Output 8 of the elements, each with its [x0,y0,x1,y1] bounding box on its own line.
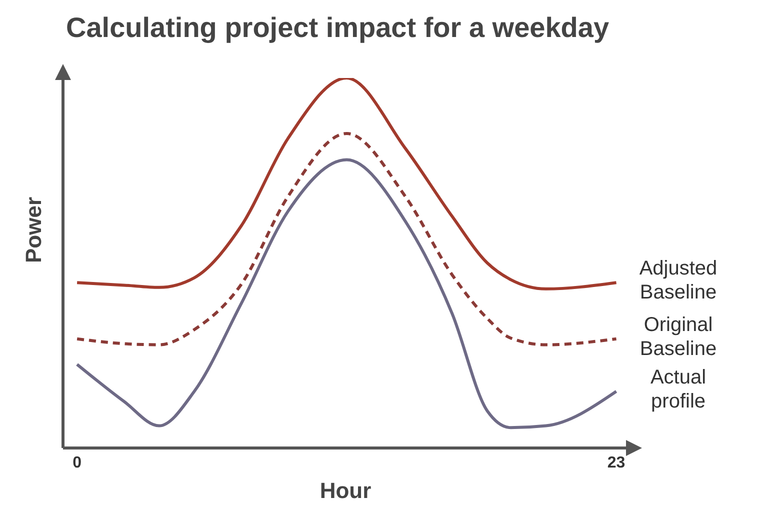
x-tick-label: 23 [607,454,626,472]
x-axis-title: Hour [320,478,372,503]
chart-title: Calculating project impact for a weekday [66,12,610,44]
series-label: Original Baseline [640,314,717,360]
y-axis-title: Power [20,196,46,263]
series-label: Actual profile [650,366,706,412]
series-label: Adjusted Baseline [639,258,718,304]
x-tick-label: 0 [72,454,82,472]
